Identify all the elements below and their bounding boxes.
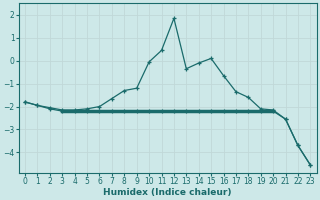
X-axis label: Humidex (Indice chaleur): Humidex (Indice chaleur) [103,188,232,197]
